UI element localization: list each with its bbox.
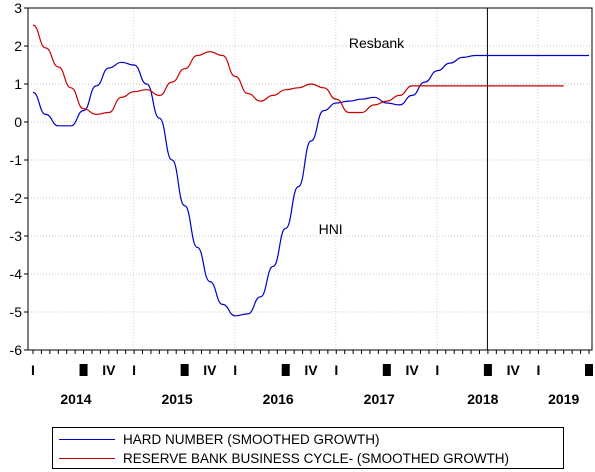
annotation-label: Resbank	[349, 35, 405, 51]
year-label: 2016	[263, 391, 294, 407]
y-tick-label: 2	[14, 38, 22, 54]
y-tick-label: 0	[14, 114, 22, 130]
legend-swatch-red	[59, 457, 115, 459]
y-tick-label: -6	[10, 342, 23, 358]
quarter-block-mark	[79, 364, 88, 376]
legend-swatch-blue	[59, 438, 115, 440]
year-label: 2019	[548, 391, 579, 407]
quarter-tick-label: I	[334, 362, 338, 378]
year-label: 2015	[161, 391, 192, 407]
year-label: 2014	[60, 391, 91, 407]
quarter-block-mark	[585, 364, 593, 376]
quarter-tick-label: IV	[203, 362, 217, 378]
plot-frame	[27, 7, 593, 351]
quarter-tick-label: I	[132, 362, 136, 378]
y-tick-label: 3	[14, 0, 22, 16]
quarter-tick-label: I	[31, 362, 35, 378]
quarter-tick-label: IV	[507, 362, 521, 378]
y-tick-label: -3	[10, 228, 23, 244]
quarter-tick-label: IV	[304, 362, 318, 378]
year-label: 2017	[364, 391, 395, 407]
line-chart: -6 -5 -4 -3 -2 -1 0 1 2 3 I IV I IV I IV I IV I IV I 2014 2015…	[10, 0, 593, 407]
series-line-reserve-bank	[32, 24, 564, 116]
annotation-label: HNI	[319, 221, 343, 237]
quarter-block-mark	[483, 364, 492, 376]
y-tick-label: -4	[10, 266, 23, 282]
quarter-tick-label: IV	[102, 362, 116, 378]
y-tick-label: -1	[10, 152, 23, 168]
legend-label-reserve-bank: RESERVE BANK BUSINESS CYCLE- (SMOOTHED G…	[123, 450, 510, 466]
quarter-tick-label: I	[435, 362, 439, 378]
quarter-block-mark	[281, 364, 290, 376]
chart-legend: HARD NUMBER (SMOOTHED GROWTH) RESERVE BA…	[52, 427, 564, 469]
quarter-tick-label: I	[537, 362, 541, 378]
legend-label-hard-number: HARD NUMBER (SMOOTHED GROWTH)	[123, 431, 380, 447]
legend-item-hard-number: HARD NUMBER (SMOOTHED GROWTH)	[59, 430, 380, 448]
series-line-hard-number	[32, 54, 589, 317]
quarter-block-mark	[180, 364, 189, 376]
y-tick-label: 1	[14, 76, 22, 92]
y-tick-label: -5	[10, 304, 23, 320]
y-tick-label: -2	[10, 190, 23, 206]
year-label: 2018	[467, 391, 498, 407]
quarter-tick-label: I	[233, 362, 237, 378]
quarter-block-mark	[382, 364, 391, 376]
quarter-tick-label: IV	[405, 362, 419, 378]
legend-item-reserve-bank: RESERVE BANK BUSINESS CYCLE- (SMOOTHED G…	[59, 449, 509, 467]
